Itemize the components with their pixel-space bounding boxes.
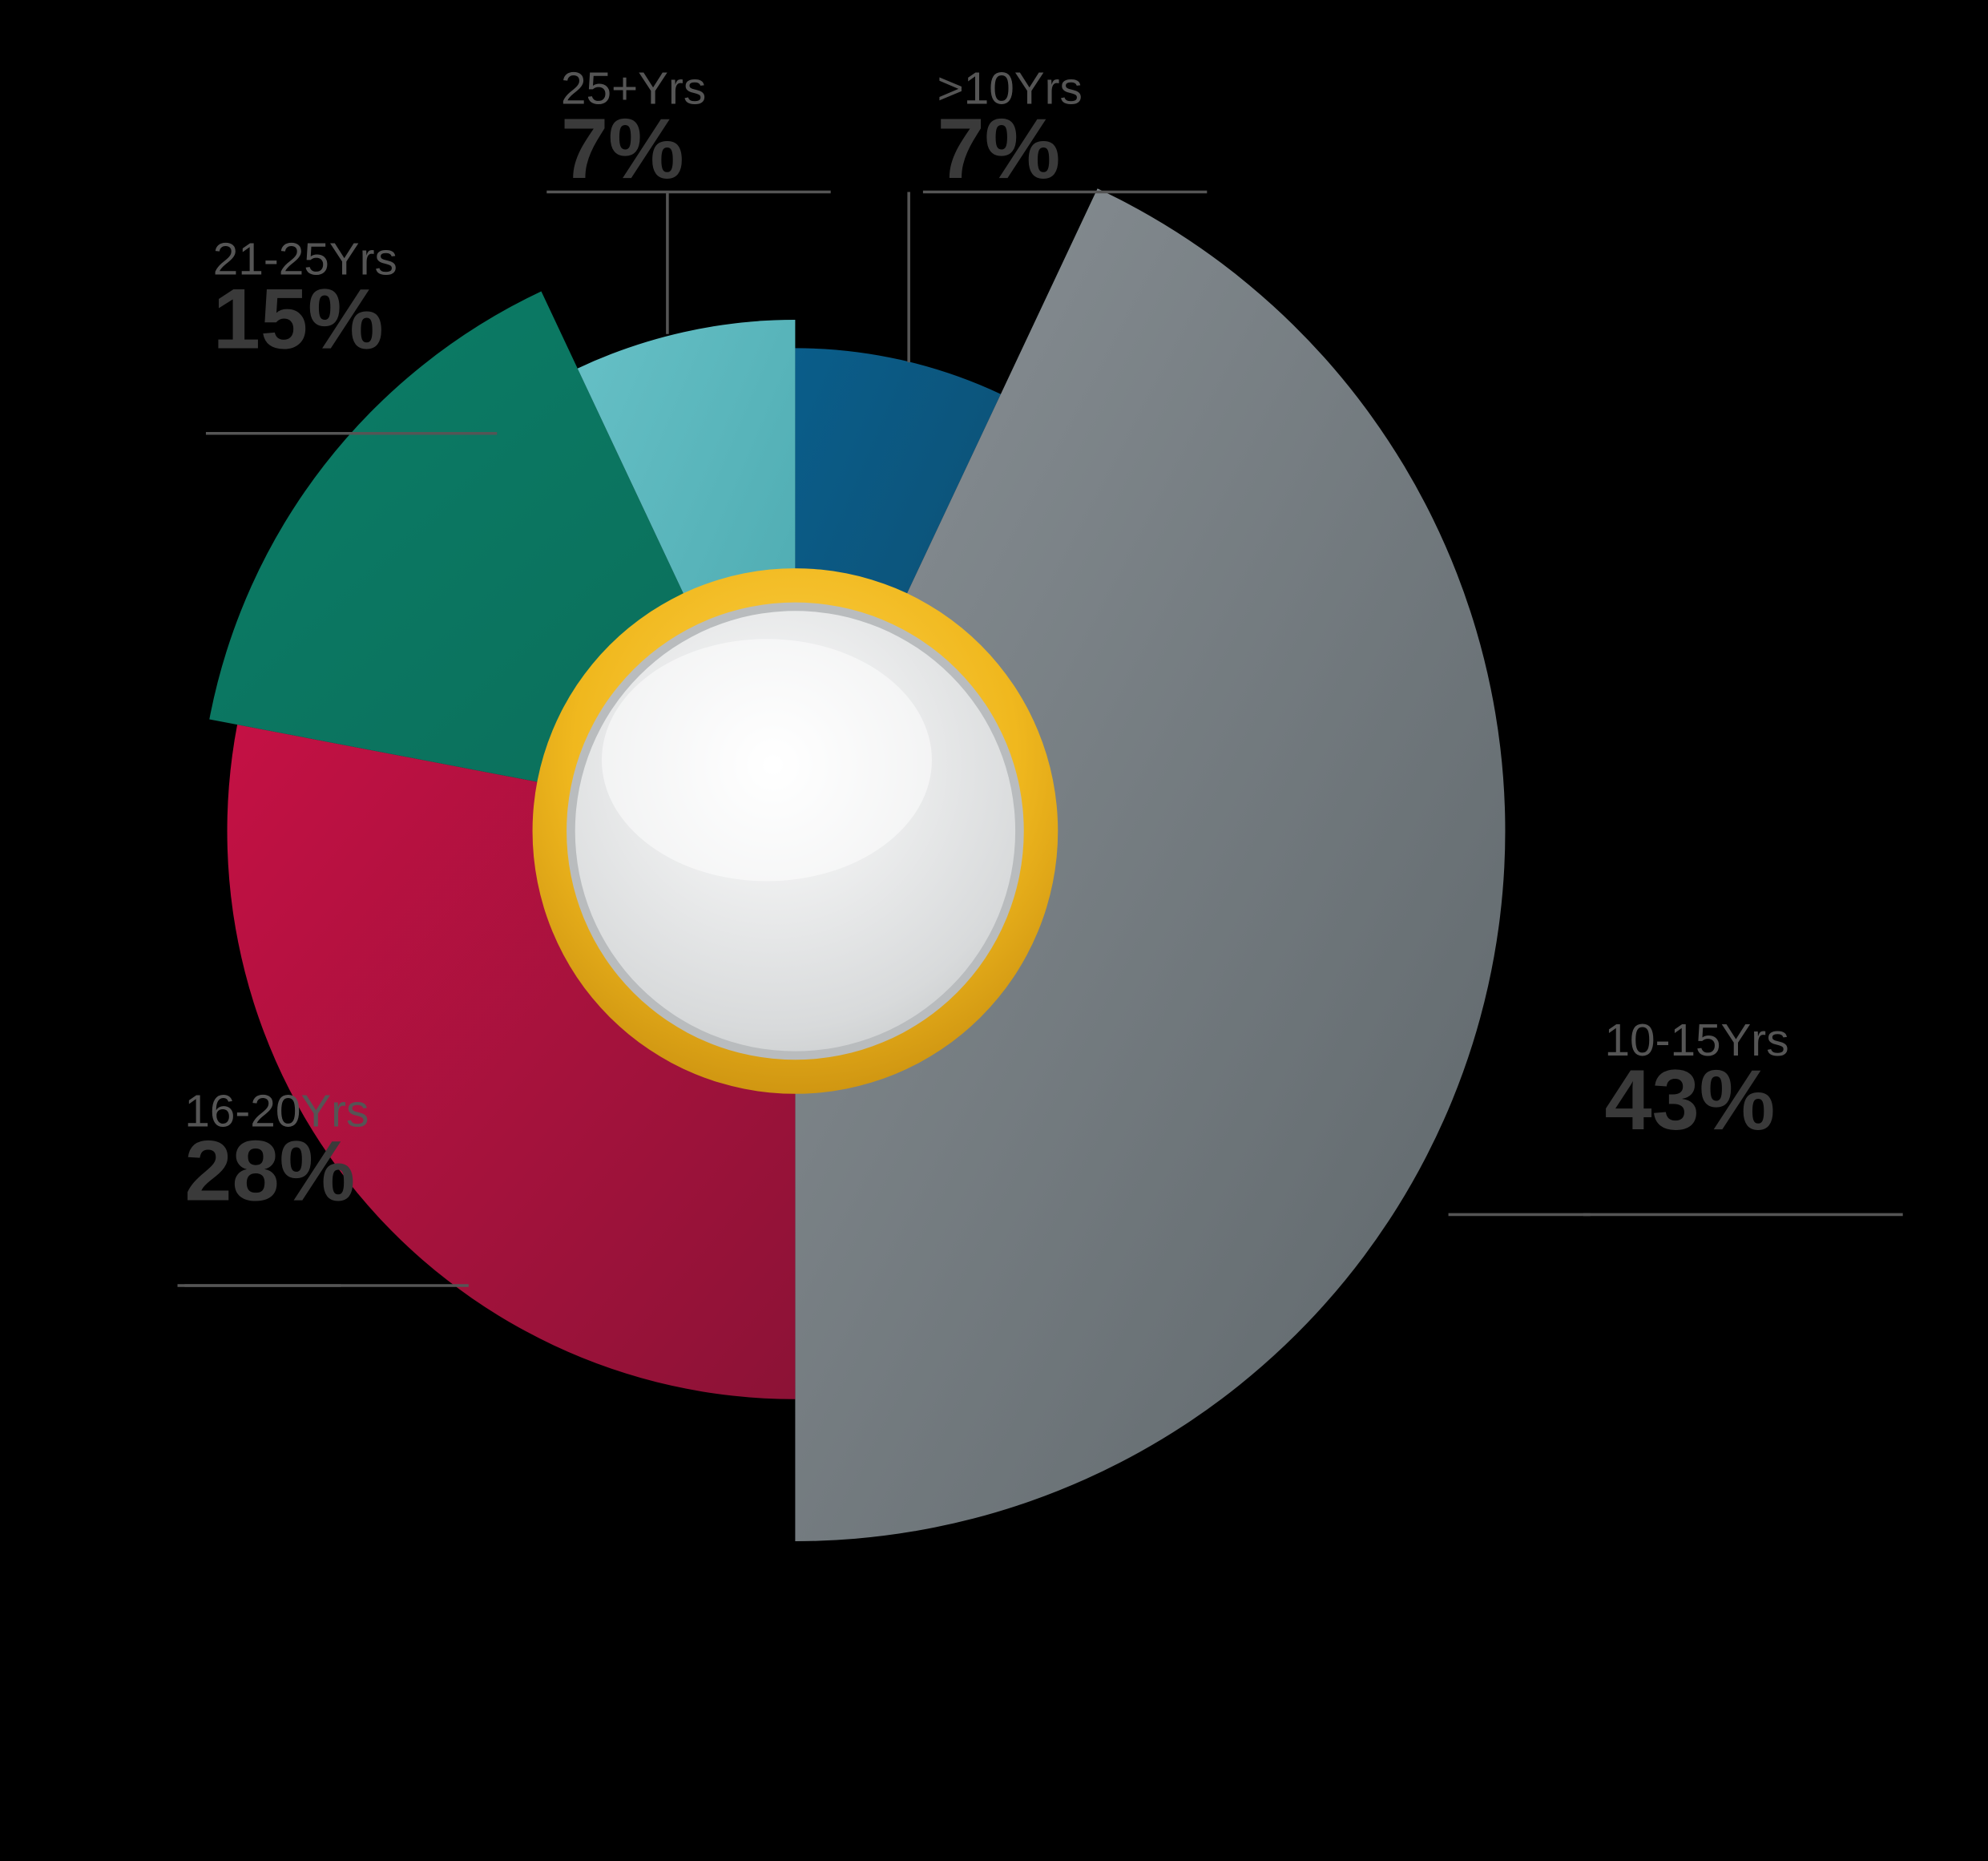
slice-value: 7% — [561, 101, 684, 196]
center-highlight — [602, 639, 932, 881]
slice-value: 7% — [938, 101, 1061, 196]
pie-chart: >10Yrs7%10-15Yrs43%16-20Yrs28%21-25Yrs15… — [0, 0, 1988, 1861]
center-disc — [533, 568, 1059, 1094]
slice-value: 43% — [1605, 1052, 1776, 1148]
slice-value: 15% — [213, 271, 384, 366]
slice-value: 28% — [184, 1124, 355, 1219]
